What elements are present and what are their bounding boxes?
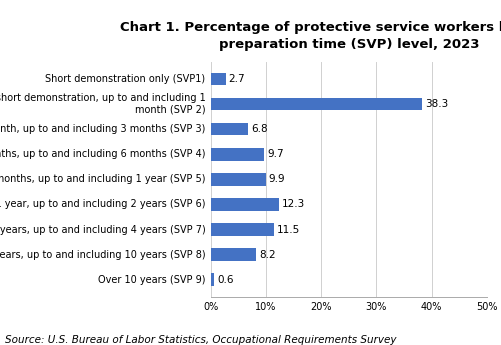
Text: 9.7: 9.7 <box>267 149 283 159</box>
Bar <box>210 198 278 211</box>
Text: Source: U.S. Bureau of Labor Statistics, Occupational Requirements Survey: Source: U.S. Bureau of Labor Statistics,… <box>5 335 396 345</box>
Bar <box>210 73 225 85</box>
Text: 6.8: 6.8 <box>250 124 267 134</box>
Bar <box>210 223 274 236</box>
Bar <box>210 148 264 160</box>
Text: 2.7: 2.7 <box>228 74 244 84</box>
Text: 8.2: 8.2 <box>259 250 275 260</box>
Bar <box>210 274 214 286</box>
Text: 9.9: 9.9 <box>268 175 285 184</box>
Bar <box>210 248 256 261</box>
Bar <box>210 173 265 186</box>
Text: 38.3: 38.3 <box>424 99 447 109</box>
Text: 12.3: 12.3 <box>281 199 304 209</box>
Text: 11.5: 11.5 <box>277 225 300 235</box>
Title: Chart 1. Percentage of protective service workers by specific
preparation time (: Chart 1. Percentage of protective servic… <box>119 21 501 51</box>
Text: 0.6: 0.6 <box>216 275 233 285</box>
Bar <box>210 98 421 110</box>
Bar <box>210 123 248 136</box>
